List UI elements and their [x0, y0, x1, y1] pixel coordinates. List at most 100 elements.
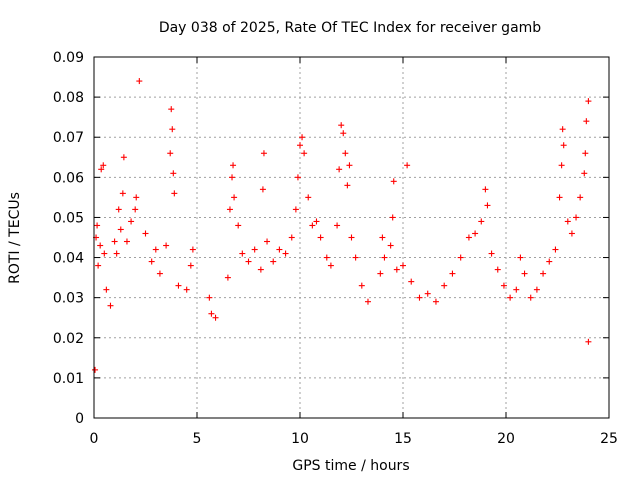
y-axis-title: ROTI / TECUs: [7, 192, 23, 284]
data-point: [317, 234, 324, 241]
y-tick-label: 0.08: [53, 90, 84, 106]
data-point: [276, 246, 283, 253]
y-tick-label: 0.07: [53, 130, 84, 146]
y-tick-label: 0.09: [53, 50, 84, 66]
data-point: [327, 262, 334, 269]
data-point: [533, 286, 540, 293]
y-tick-label: 0: [75, 411, 84, 427]
data-point: [449, 270, 456, 277]
data-point: [494, 266, 501, 273]
data-point: [556, 194, 563, 201]
data-point: [117, 226, 124, 233]
data-point: [585, 338, 592, 345]
data-point: [123, 238, 130, 245]
data-point: [229, 174, 236, 181]
y-tick-label: 0.03: [53, 291, 84, 307]
data-point: [98, 166, 105, 173]
data-point: [212, 314, 219, 321]
data-point: [294, 174, 301, 181]
data-point: [581, 170, 588, 177]
data-point: [226, 206, 233, 213]
data-point: [103, 286, 110, 293]
data-point: [342, 150, 349, 157]
data-point: [404, 162, 411, 169]
data-point: [167, 150, 174, 157]
plot-frame: [93, 56, 610, 419]
data-point: [393, 266, 400, 273]
data-point: [170, 170, 177, 177]
data-point: [400, 262, 406, 269]
data-point: [323, 254, 330, 261]
grid-lines: [94, 57, 609, 418]
y-tick-label: 0.01: [53, 371, 84, 387]
data-point: [573, 214, 580, 221]
data-point: [148, 258, 155, 265]
data-point: [95, 262, 102, 269]
data-point: [344, 182, 351, 189]
data-point: [183, 286, 190, 293]
data-point: [299, 134, 306, 141]
data-point: [348, 234, 355, 241]
data-point: [577, 194, 584, 201]
data-point: [260, 150, 267, 157]
data-point: [521, 270, 528, 277]
data-point: [282, 250, 289, 257]
x-tick-label: 0: [90, 431, 99, 447]
data-point: [432, 298, 439, 305]
data-point: [338, 122, 345, 129]
data-point: [115, 206, 122, 213]
data-point: [107, 302, 114, 309]
y-tick-label: 0.04: [53, 251, 84, 267]
data-point: [230, 162, 237, 169]
data-point: [313, 218, 320, 225]
data-point: [208, 310, 215, 317]
data-point: [187, 262, 194, 269]
data-point: [416, 294, 423, 301]
data-point: [334, 222, 341, 229]
data-point: [189, 246, 196, 253]
data-point: [168, 106, 175, 113]
data-point: [163, 242, 170, 249]
chart-title: Day 038 of 2025, Rate Of TEC Index for r…: [159, 20, 541, 36]
data-point: [583, 118, 590, 125]
data-point: [92, 366, 99, 373]
data-point: [340, 130, 347, 137]
data-point: [582, 150, 589, 157]
data-point: [251, 246, 258, 253]
scatter-points: [92, 78, 592, 373]
data-point: [264, 238, 271, 245]
data-point: [288, 234, 295, 241]
data-point: [259, 186, 266, 193]
data-point: [387, 242, 394, 249]
data-point: [457, 254, 464, 261]
data-point: [552, 246, 559, 253]
data-point: [152, 246, 159, 253]
data-point: [336, 166, 343, 173]
data-point: [564, 218, 571, 225]
data-point: [101, 250, 108, 257]
data-point: [540, 270, 547, 277]
data-point: [120, 154, 127, 161]
data-point: [346, 162, 353, 169]
y-tick-label: 0.06: [53, 170, 84, 186]
data-point: [97, 242, 104, 249]
data-point: [377, 270, 384, 277]
data-point: [305, 194, 312, 201]
data-point: [119, 190, 126, 197]
x-axis-title: GPS time / hours: [292, 458, 409, 474]
data-point: [94, 222, 101, 229]
data-point: [270, 258, 277, 265]
data-point: [132, 206, 139, 213]
data-point: [558, 162, 565, 169]
data-point: [527, 294, 534, 301]
data-point: [352, 254, 359, 261]
data-point: [235, 222, 242, 229]
data-point: [239, 250, 246, 257]
data-point: [257, 266, 264, 273]
data-point: [465, 234, 472, 241]
data-point: [484, 202, 491, 209]
data-point: [381, 254, 388, 261]
data-point: [175, 282, 182, 289]
y-tick-label: 0.02: [53, 331, 84, 347]
